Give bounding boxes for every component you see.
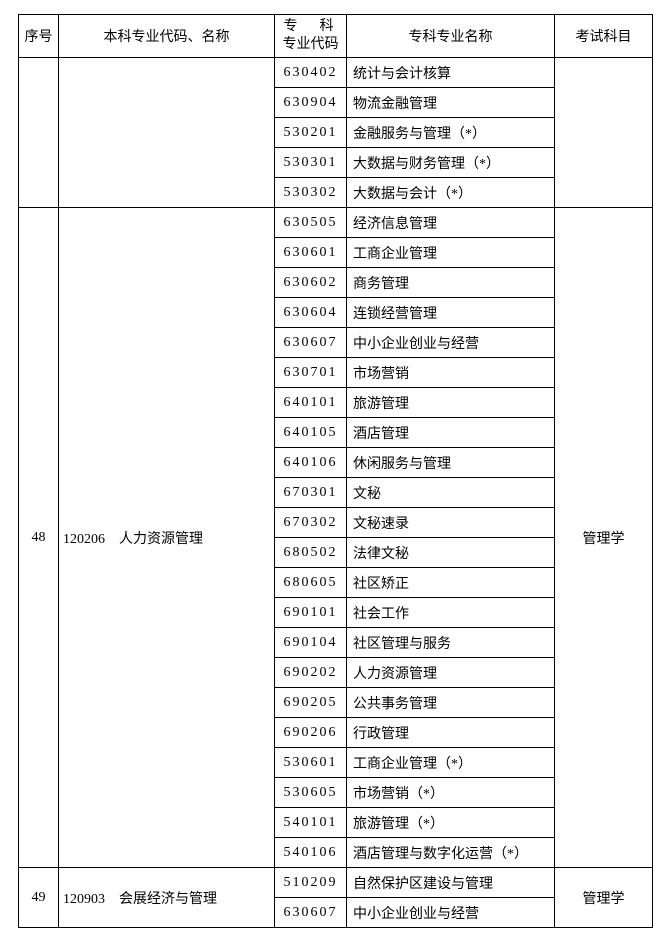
table-header: 序号 本科专业代码、名称 专 科 专业代码 专科专业名称 考试科目 <box>19 15 653 58</box>
header-code: 专 科 专业代码 <box>275 15 347 58</box>
cell-code: 630904 <box>275 88 347 118</box>
cell-name: 行政管理 <box>347 718 555 748</box>
cell-code: 630607 <box>275 898 347 928</box>
cell-exam <box>555 58 653 208</box>
cell-name: 大数据与会计（*） <box>347 178 555 208</box>
cell-code: 530605 <box>275 778 347 808</box>
cell-code: 540106 <box>275 838 347 868</box>
cell-name: 公共事务管理 <box>347 688 555 718</box>
cell-name: 商务管理 <box>347 268 555 298</box>
cell-name: 社区矫正 <box>347 568 555 598</box>
header-spec-name: 专科专业名称 <box>347 15 555 58</box>
cell-code: 630402 <box>275 58 347 88</box>
cell-name: 休闲服务与管理 <box>347 448 555 478</box>
cell-code: 640105 <box>275 418 347 448</box>
cell-major: 120206 人力资源管理 <box>59 208 275 868</box>
cell-name: 酒店管理 <box>347 418 555 448</box>
cell-name: 自然保护区建设与管理 <box>347 868 555 898</box>
cell-code: 630505 <box>275 208 347 238</box>
cell-name: 文秘 <box>347 478 555 508</box>
cell-name: 市场营销（*） <box>347 778 555 808</box>
cell-code: 630701 <box>275 358 347 388</box>
cell-name: 大数据与财务管理（*） <box>347 148 555 178</box>
table-row: 48 120206 人力资源管理 630505 经济信息管理 管理学 <box>19 208 653 238</box>
cell-code: 530302 <box>275 178 347 208</box>
cell-seq: 48 <box>19 208 59 868</box>
cell-name: 经济信息管理 <box>347 208 555 238</box>
cell-code: 630602 <box>275 268 347 298</box>
cell-name: 市场营销 <box>347 358 555 388</box>
cell-code: 630604 <box>275 298 347 328</box>
cell-code: 690206 <box>275 718 347 748</box>
cell-name: 工商企业管理 <box>347 238 555 268</box>
majors-table: 序号 本科专业代码、名称 专 科 专业代码 专科专业名称 考试科目 630402… <box>18 14 653 928</box>
cell-code: 670301 <box>275 478 347 508</box>
cell-name: 旅游管理 <box>347 388 555 418</box>
header-major: 本科专业代码、名称 <box>59 15 275 58</box>
table-row: 49 120903 会展经济与管理 510209 自然保护区建设与管理 管理学 <box>19 868 653 898</box>
cell-code: 530301 <box>275 148 347 178</box>
cell-name: 中小企业创业与经营 <box>347 328 555 358</box>
cell-code: 530601 <box>275 748 347 778</box>
cell-name: 中小企业创业与经营 <box>347 898 555 928</box>
cell-name: 统计与会计核算 <box>347 58 555 88</box>
cell-code: 670302 <box>275 508 347 538</box>
cell-code: 690205 <box>275 688 347 718</box>
cell-code: 640101 <box>275 388 347 418</box>
header-code-line2: 专业代码 <box>283 37 339 52</box>
cell-code: 680502 <box>275 538 347 568</box>
cell-name: 金融服务与管理（*） <box>347 118 555 148</box>
cell-name: 文秘速录 <box>347 508 555 538</box>
cell-name: 酒店管理与数字化运营（*） <box>347 838 555 868</box>
cell-code: 630601 <box>275 238 347 268</box>
cell-name: 社会工作 <box>347 598 555 628</box>
cell-name: 连锁经营管理 <box>347 298 555 328</box>
cell-code: 680605 <box>275 568 347 598</box>
cell-code: 510209 <box>275 868 347 898</box>
cell-name: 工商企业管理（*） <box>347 748 555 778</box>
cell-code: 690101 <box>275 598 347 628</box>
header-code-line1: 专 科 <box>284 19 338 34</box>
cell-major <box>59 58 275 208</box>
cell-code: 690104 <box>275 628 347 658</box>
cell-seq <box>19 58 59 208</box>
cell-name: 人力资源管理 <box>347 658 555 688</box>
cell-name: 旅游管理（*） <box>347 808 555 838</box>
cell-code: 530201 <box>275 118 347 148</box>
cell-exam: 管理学 <box>555 208 653 868</box>
cell-code: 690202 <box>275 658 347 688</box>
cell-name: 物流金融管理 <box>347 88 555 118</box>
cell-code: 630607 <box>275 328 347 358</box>
cell-exam: 管理学 <box>555 868 653 928</box>
header-seq: 序号 <box>19 15 59 58</box>
table-row: 630402 统计与会计核算 <box>19 58 653 88</box>
cell-code: 540101 <box>275 808 347 838</box>
cell-name: 社区管理与服务 <box>347 628 555 658</box>
cell-code: 640106 <box>275 448 347 478</box>
header-exam: 考试科目 <box>555 15 653 58</box>
cell-name: 法律文秘 <box>347 538 555 568</box>
cell-seq: 49 <box>19 868 59 928</box>
cell-major: 120903 会展经济与管理 <box>59 868 275 928</box>
